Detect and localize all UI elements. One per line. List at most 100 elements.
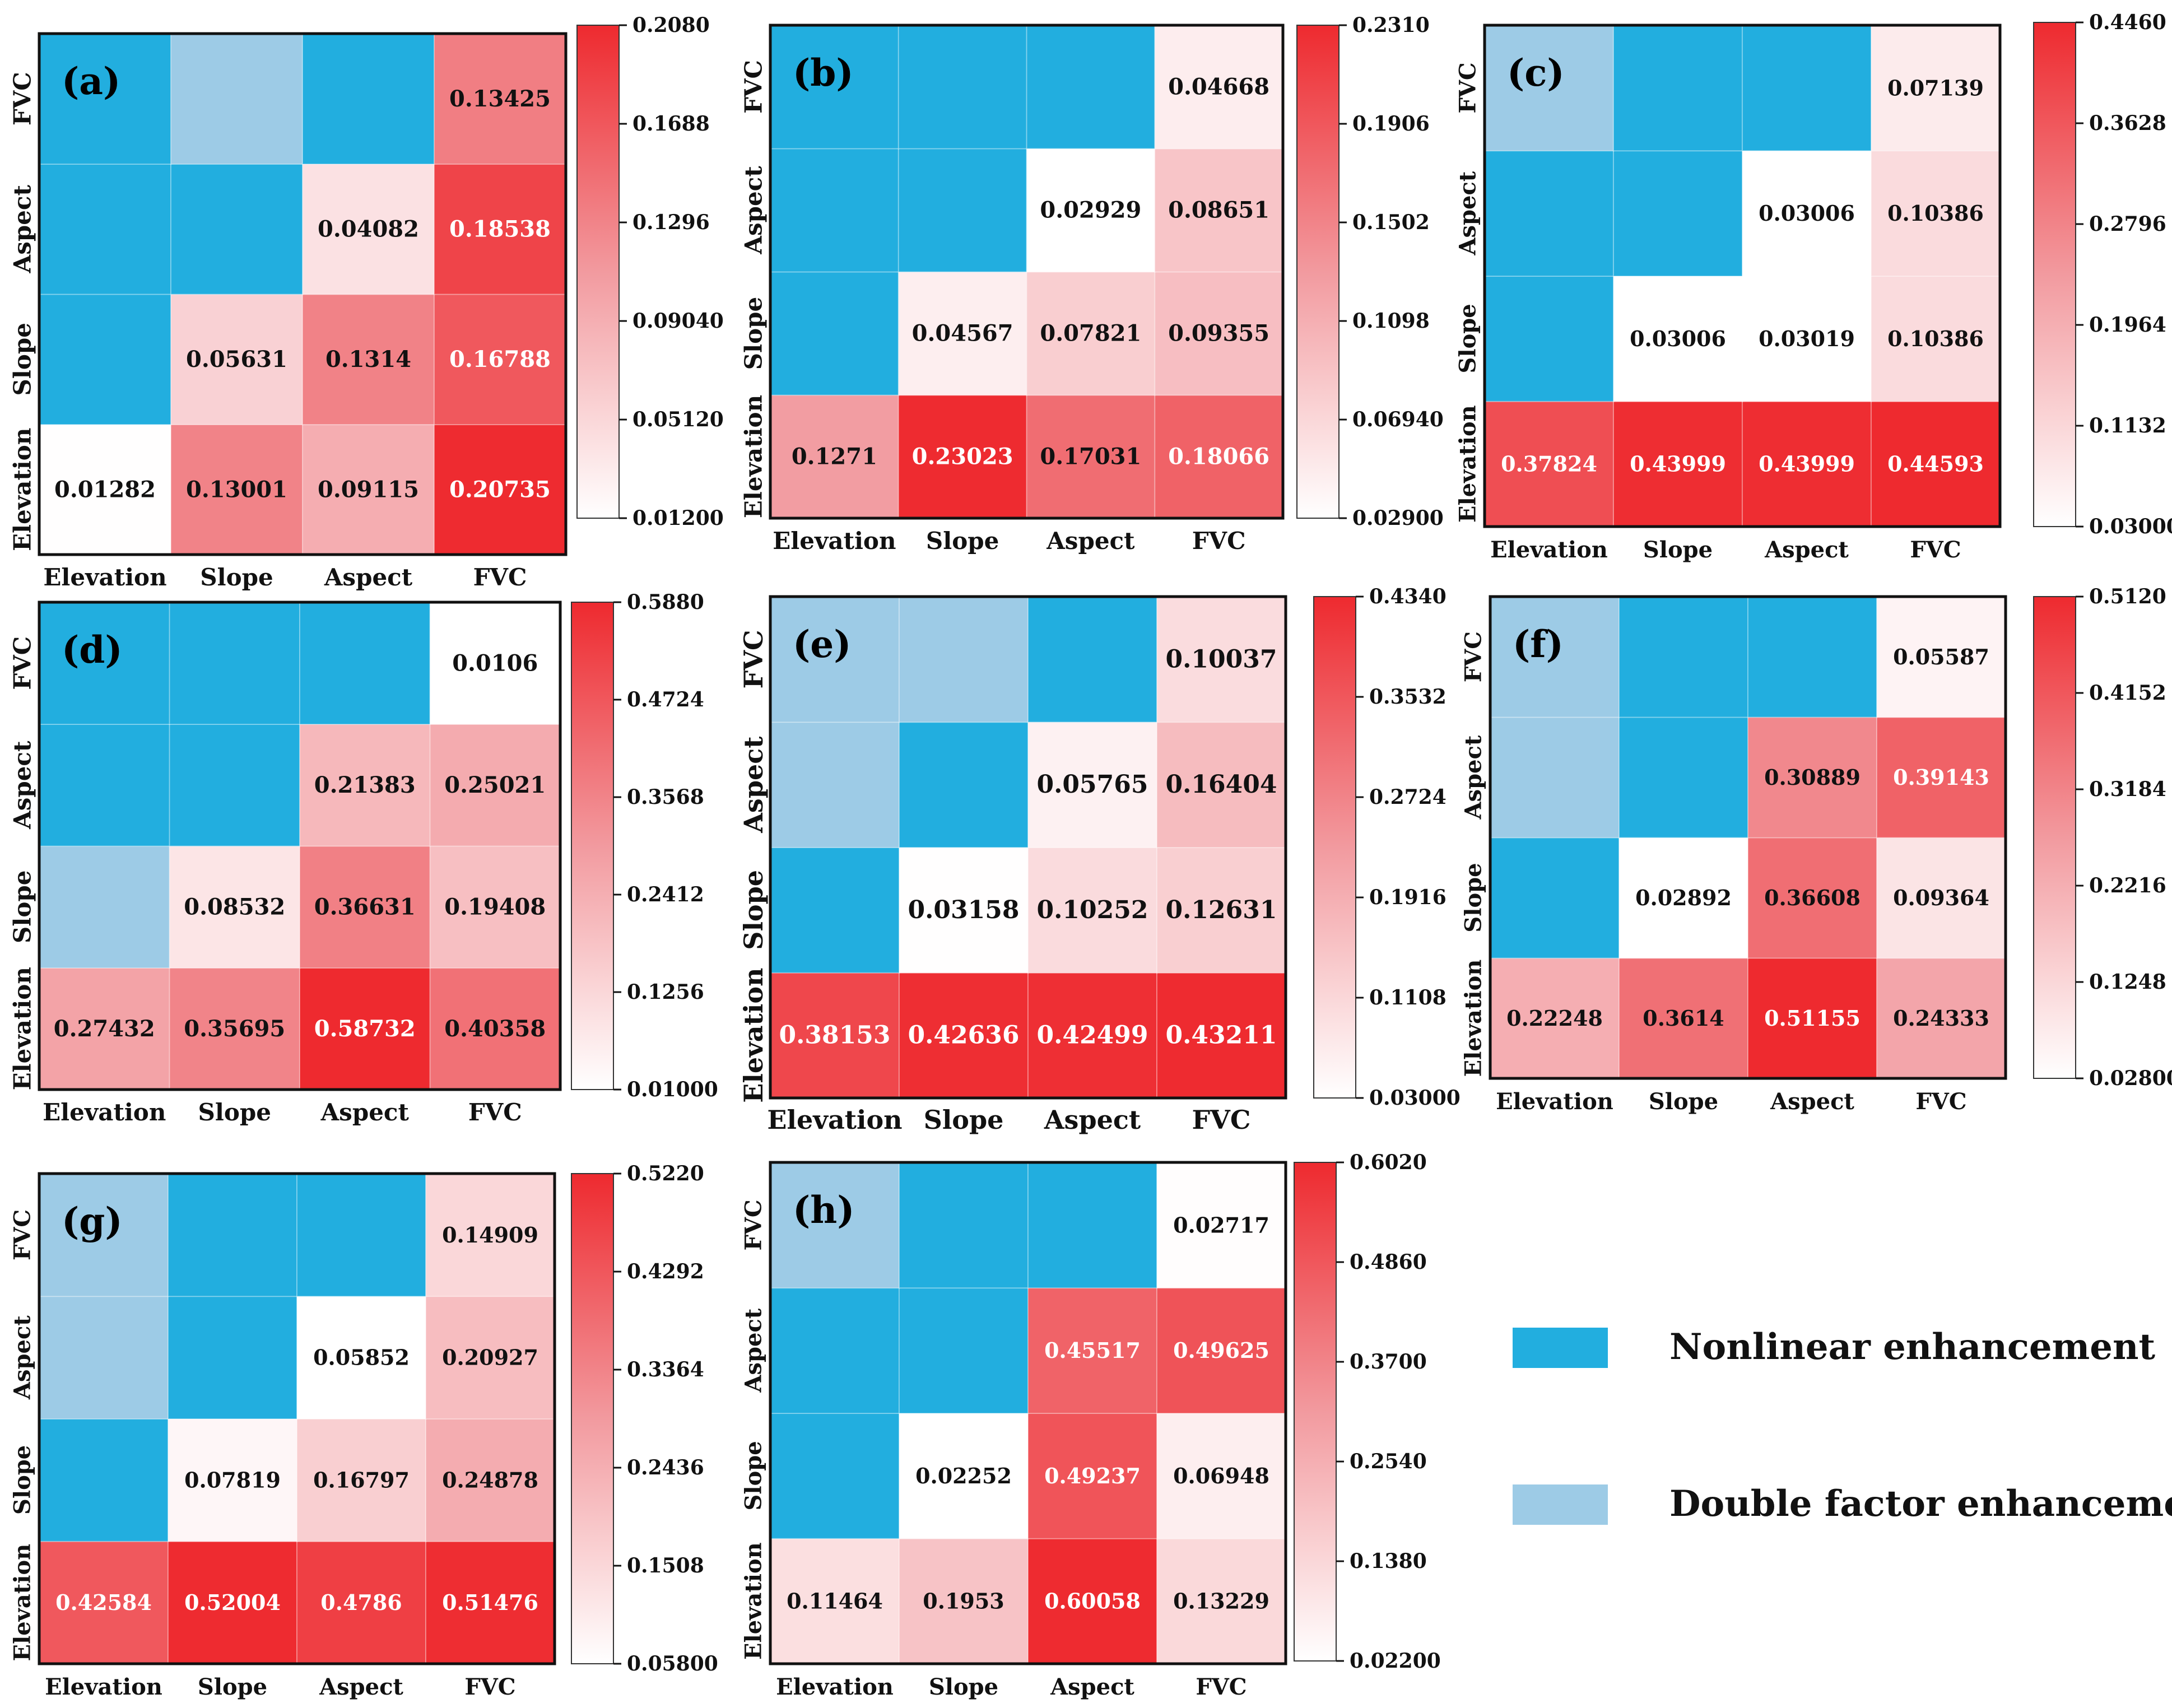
legend-item-nonlinear: Nonlinear enhancement [1501,1322,2162,1372]
cell-value-elevation-elevation: 0.27432 [54,1016,155,1042]
colorbar [1296,25,1340,519]
heatmap-cell-aspect-slope [1613,150,1743,277]
cell-value-aspect-aspect: 0.02929 [1040,197,1141,224]
heatmap-cell-slope-fvc [1154,271,1284,396]
heatmap-cell-slope-elevation [1484,275,1615,402]
heatmap-cell-slope-slope [169,845,301,969]
y-tick-label-aspect: Aspect [9,741,36,830]
colorbar-tick-label: 0.1906 [1352,112,1430,136]
cell-value-elevation-aspect: 0.58732 [314,1016,416,1042]
cell-value-elevation-fvc: 0.43211 [1165,1021,1277,1050]
colorbar-tick-label: 0.6020 [1350,1151,1427,1174]
heatmap-cell-slope-aspect [1742,275,1872,402]
heatmap-cell-slope-slope [170,294,304,425]
heatmap-cell-fvc-fvc [1871,25,2001,152]
x-tick-label-aspect: Aspect [1764,537,1849,563]
colorbar-tick-label: 0.1108 [1369,986,1447,1009]
y-tick-label-fvc: FVC [9,72,36,125]
cell-value-elevation-aspect: 0.60058 [1044,1589,1141,1614]
colorbar-tick-label: 0.06940 [1352,408,1444,431]
colorbar-tick-label: 0.3700 [1350,1350,1427,1374]
cell-value-elevation-slope: 0.43999 [1630,452,1726,477]
cell-value-aspect-fvc: 0.20927 [442,1345,538,1370]
panel-label: (c) [1507,51,1565,95]
heatmap-cell-aspect-slope [899,721,1029,848]
heatmap-cell-slope-aspect [1747,837,1878,959]
cell-value-slope-fvc: 0.12631 [1165,896,1277,924]
x-tick-label-aspect: Aspect [1046,527,1135,555]
heatmap-cell-fvc-slope [899,1162,1029,1289]
heatmap-cell-fvc-aspect [1747,596,1878,718]
x-tick-label-aspect: Aspect [324,564,413,591]
colorbar-tick-label: 0.2412 [627,883,704,906]
colorbar-tick-label: 0.2310 [1352,13,1430,37]
cell-value-slope-slope: 0.03158 [908,896,1019,924]
x-tick-label-elevation: Elevation [767,1105,902,1135]
heatmap-cell-slope-slope [168,1418,298,1542]
heatmap-cell-fvc-slope [897,25,1027,150]
heatmap-cell-fvc-slope [168,1173,298,1297]
cell-value-elevation-fvc: 0.24333 [1893,1006,1989,1031]
heatmap-cell-aspect-elevation [770,721,900,848]
panel-label: (g) [62,1199,123,1243]
x-tick-label-elevation: Elevation [776,1674,894,1700]
y-tick-label-aspect: Aspect [738,736,769,834]
heatmap-cell-slope-fvc [1156,1412,1287,1539]
colorbar-tick-label: 0.1502 [1352,211,1430,234]
heatmap-cell-elevation-slope [168,1541,298,1665]
heatmap-cell-elevation-fvc [429,967,561,1091]
heatmap-cell-aspect-fvc [1154,148,1284,273]
colorbar-tick-label: 0.5220 [627,1162,704,1185]
y-tick-label-slope: Slope [9,871,36,943]
colorbar [2033,596,2076,1079]
x-tick-label-elevation: Elevation [43,1099,166,1126]
heatmap-cell-fvc-aspect [1027,1162,1158,1289]
cell-value-elevation-aspect: 0.42499 [1036,1021,1148,1050]
cell-value-fvc-fvc: 0.10037 [1165,645,1277,673]
x-tick-label-slope: Slope [929,1674,998,1700]
heatmap-cell-aspect-elevation [39,1295,169,1420]
y-tick-label-fvc: FVC [741,1199,767,1250]
heatmap-cell-elevation-aspect [1747,957,1878,1079]
x-tick-label-elevation: Elevation [45,1674,162,1700]
plot-frame [38,32,568,556]
heatmap-cell-aspect-fvc [1876,716,2007,839]
panel-label: (e) [793,622,851,666]
cell-value-elevation-fvc: 0.40358 [444,1016,546,1042]
heatmap-cell-slope-elevation [1490,837,1620,959]
heatmap-cell-elevation-slope [897,394,1027,519]
heatmap-cell-slope-fvc [1871,275,2001,402]
colorbar-tick-label: 0.03000 [1369,1086,1461,1110]
heatmap-cell-elevation-elevation [770,394,900,519]
y-tick-label-elevation: Elevation [10,1544,36,1662]
heatmap-cell-aspect-aspect [1027,721,1158,848]
heatmap-cell-aspect-slope [897,148,1027,273]
heatmap-cell-aspect-fvc [429,723,561,847]
colorbar-tick-label: 0.4724 [627,688,704,711]
y-tick-label-aspect: Aspect [1461,735,1487,820]
heatmap-panel-a: 0.01282 0.13001 0.09115 0.20735 0.05631 0.131… [9,13,724,591]
heatmap-cell-slope-aspect [1027,1412,1158,1539]
heatmap-cell-elevation-aspect [302,423,435,556]
colorbar [2033,22,2076,527]
y-tick-label-slope: Slope [738,870,769,950]
heatmap-cell-fvc-fvc [1156,596,1287,723]
x-tick-label-slope: Slope [1643,537,1713,563]
heatmap-cell-elevation-elevation [1484,401,1615,528]
heatmap-cell-aspect-fvc [425,1295,556,1420]
colorbar-tick-label: 0.02800 [2089,1067,2172,1090]
x-tick-label-slope: Slope [200,564,273,591]
panel-label: (b) [793,51,854,95]
x-tick-label-fvc: FVC [468,1099,522,1126]
x-tick-label-slope: Slope [926,527,999,555]
colorbar-tick-label: 0.05120 [632,408,724,431]
heatmap-panel-h: 0.11464 0.1953 0.60058 0.13229 0.02252 0.4923… [741,1151,1441,1700]
cell-value-elevation-fvc: 0.18066 [1168,444,1269,470]
heatmap-cell-fvc-aspect [299,602,431,725]
cell-value-slope-fvc: 0.19408 [444,893,546,920]
cell-value-elevation-elevation: 0.42584 [55,1590,152,1615]
y-tick-label-elevation: Elevation [740,395,768,518]
colorbar-tick-label: 0.3532 [1369,685,1447,709]
heatmap-cell-slope-fvc [434,294,567,425]
legend: Nonlinear enhancement Double factor enha… [1501,1322,2172,1557]
